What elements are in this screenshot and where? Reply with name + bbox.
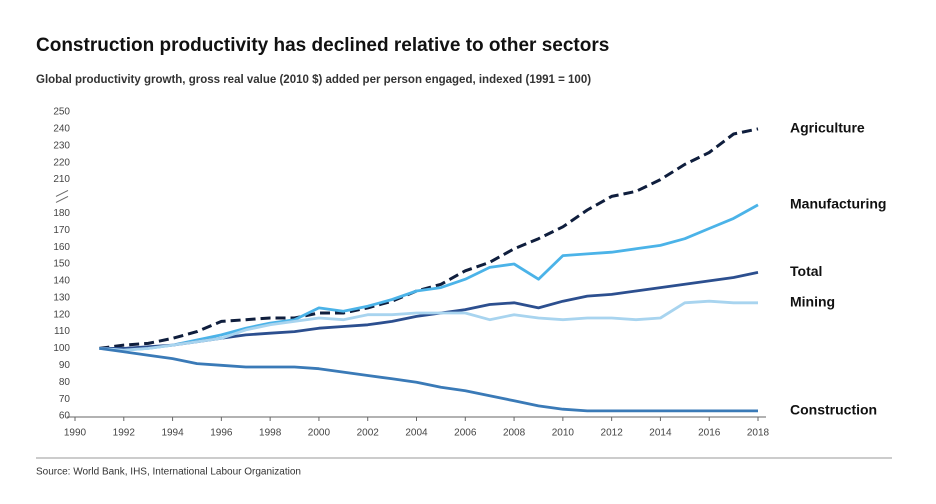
x-tick-label: 2014 [649,428,672,439]
x-tick-label: 2006 [454,428,477,439]
y-tick-label: 220 [53,157,70,168]
series-line [99,347,758,413]
x-tick-label: 1992 [113,428,136,439]
series-line [99,271,759,350]
chart-title: Construction productivity has declined r… [36,35,609,56]
x-tick-label: 2010 [552,428,575,439]
axis-break [55,189,69,197]
y-tick-label: 80 [59,377,71,388]
x-tick-label: 2000 [308,428,331,439]
x-tick-label: 1996 [210,428,233,439]
y-tick-label: 110 [54,326,70,337]
y-tick-label: 140 [53,276,70,287]
x-tick-label: 2008 [503,428,526,439]
chart-subtitle: Global productivity growth, gross real v… [36,74,591,86]
series-label: Agriculture [790,120,865,136]
series-label: Construction [790,402,877,418]
x-tick-label: 1990 [64,428,87,439]
y-tick-label: 90 [59,360,71,371]
x-tick-label: 2002 [357,428,380,439]
series-line [99,299,758,352]
axis-break [55,195,69,203]
y-tick-label: 230 [53,140,70,151]
x-tick-label: 1994 [161,428,184,439]
y-tick-label: 240 [53,124,70,135]
series-line [99,203,759,352]
y-tick-label: 180 [53,208,70,219]
y-tick-label: 120 [53,309,70,320]
y-tick-label: 170 [53,225,70,236]
y-tick-label: 160 [53,242,70,253]
y-tick-label: 150 [53,259,70,270]
x-tick-label: 2012 [601,428,624,439]
y-tick-label: 250 [53,107,70,118]
y-tick-label: 210 [53,174,70,185]
x-tick-label: 1998 [259,428,282,439]
series-label: Manufacturing [790,196,886,212]
y-tick-label: 60 [59,411,71,422]
source-note: Source: World Bank, IHS, International L… [36,467,301,478]
series-label: Mining [790,294,835,310]
y-tick-label: 100 [53,343,70,354]
series-line [99,127,759,350]
y-tick-label: 70 [59,394,71,405]
x-tick-label: 2004 [405,428,428,439]
y-tick-label: 130 [53,292,70,303]
series-label: Total [790,263,822,279]
x-tick-label: 2018 [747,428,770,439]
x-tick-label: 2016 [698,428,721,439]
